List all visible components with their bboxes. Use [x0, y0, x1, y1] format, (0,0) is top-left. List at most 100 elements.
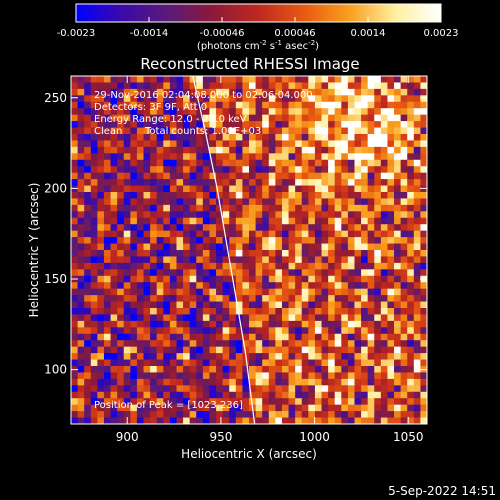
- heatmap-cell: [347, 378, 356, 386]
- heatmap-cell: [150, 327, 158, 335]
- heatmap-cell: [400, 353, 408, 361]
- heatmap-cell: [413, 121, 422, 129]
- heatmap-cell: [407, 166, 415, 174]
- heatmap-cell: [90, 76, 98, 84]
- heatmap-cell: [400, 243, 408, 251]
- heatmap-cell: [176, 327, 184, 335]
- heatmap-cell: [387, 327, 395, 335]
- heatmap-cell: [413, 385, 422, 393]
- heatmap-cell: [143, 114, 151, 122]
- heatmap-cell: [268, 140, 276, 148]
- heatmap-cell: [268, 359, 276, 367]
- heatmap-cell: [103, 121, 112, 129]
- heatmap-cell: [143, 108, 151, 116]
- heatmap-cell: [249, 192, 257, 200]
- heatmap-cell: [268, 256, 276, 264]
- heatmap-cell: [169, 282, 178, 290]
- heatmap-cell: [189, 185, 197, 193]
- heatmap-cell: [176, 230, 184, 238]
- heatmap-cell: [196, 320, 204, 328]
- heatmap-cell: [110, 275, 118, 283]
- heatmap-cell: [84, 378, 92, 386]
- heatmap-cell: [334, 146, 342, 154]
- heatmap-cell: [156, 114, 164, 122]
- heatmap-cell: [136, 230, 145, 238]
- heatmap-cell: [413, 366, 422, 374]
- heatmap-cell: [341, 172, 349, 180]
- heatmap-cell: [209, 204, 217, 212]
- heatmap-cell: [249, 398, 257, 406]
- heatmap-cell: [347, 385, 356, 393]
- heatmap-cell: [103, 108, 112, 116]
- heatmap-cell: [136, 166, 145, 174]
- heatmap-cell: [176, 114, 184, 122]
- heatmap-cell: [71, 385, 79, 393]
- heatmap-cell: [262, 353, 270, 361]
- heatmap-cell: [130, 101, 138, 109]
- heatmap-cell: [262, 243, 270, 251]
- heatmap-cell: [341, 295, 349, 303]
- heatmap-cell: [169, 256, 178, 264]
- heatmap-cell: [143, 82, 151, 90]
- heatmap-cell: [130, 204, 138, 212]
- heatmap-cell: [354, 411, 362, 419]
- heatmap-cell: [262, 411, 270, 419]
- heatmap-cell: [255, 308, 263, 316]
- heatmap-cell: [136, 250, 145, 258]
- heatmap-cell: [334, 385, 342, 393]
- heatmap-cell: [387, 114, 395, 122]
- heatmap-cell: [413, 327, 422, 335]
- heatmap-cell: [413, 101, 422, 109]
- heatmap-cell: [242, 333, 250, 341]
- heatmap-cell: [361, 179, 369, 187]
- heatmap-cell: [150, 256, 158, 264]
- heatmap-cell: [97, 385, 105, 393]
- heatmap-cell: [255, 327, 263, 335]
- heatmap-cell: [255, 320, 263, 328]
- heatmap-cell: [262, 146, 270, 154]
- heatmap-cell: [71, 82, 79, 90]
- heatmap-cell: [90, 320, 98, 328]
- heatmap-cell: [189, 211, 197, 219]
- heatmap-cell: [183, 327, 191, 335]
- heatmap-cell: [387, 372, 395, 380]
- heatmap-cell: [77, 76, 85, 84]
- heatmap-cell: [295, 288, 303, 296]
- heatmap-cell: [407, 340, 415, 348]
- heatmap-cell: [103, 250, 112, 258]
- heatmap-cell: [308, 353, 316, 361]
- heatmap-cell: [380, 359, 389, 367]
- heatmap-cell: [216, 217, 224, 225]
- heatmap-cell: [117, 333, 125, 341]
- colorbar-tick-label: -0.0014: [130, 28, 169, 39]
- heatmap-cell: [90, 411, 98, 419]
- heatmap-cell: [400, 295, 408, 303]
- heatmap-cell: [110, 301, 118, 309]
- heatmap-cell: [84, 204, 92, 212]
- heatmap-cell: [308, 243, 316, 251]
- heatmap-cell: [183, 243, 191, 251]
- heatmap-cell: [103, 256, 112, 264]
- heatmap-cell: [123, 159, 131, 167]
- heatmap-cell: [202, 288, 211, 296]
- heatmap-cell: [374, 391, 382, 399]
- heatmap-cell: [90, 204, 98, 212]
- heatmap-cell: [71, 230, 79, 238]
- heatmap-cell: [281, 237, 290, 245]
- heatmap-cell: [150, 76, 158, 84]
- heatmap-cell: [84, 134, 92, 142]
- heatmap-cell: [189, 391, 197, 399]
- heatmap-cell: [130, 153, 138, 161]
- heatmap-cell: [77, 108, 85, 116]
- annotation-detectors: Detectors: 3F 9F, Att 0: [94, 102, 207, 113]
- heatmap-cell: [321, 275, 329, 283]
- heatmap-cell: [328, 366, 336, 374]
- heatmap-cell: [334, 398, 342, 406]
- heatmap-cell: [222, 88, 230, 96]
- heatmap-cell: [354, 134, 362, 142]
- heatmap-cell: [130, 385, 138, 393]
- heatmap-cell: [110, 256, 118, 264]
- heatmap-cell: [295, 411, 303, 419]
- heatmap-cell: [143, 250, 151, 258]
- heatmap-cell: [84, 301, 92, 309]
